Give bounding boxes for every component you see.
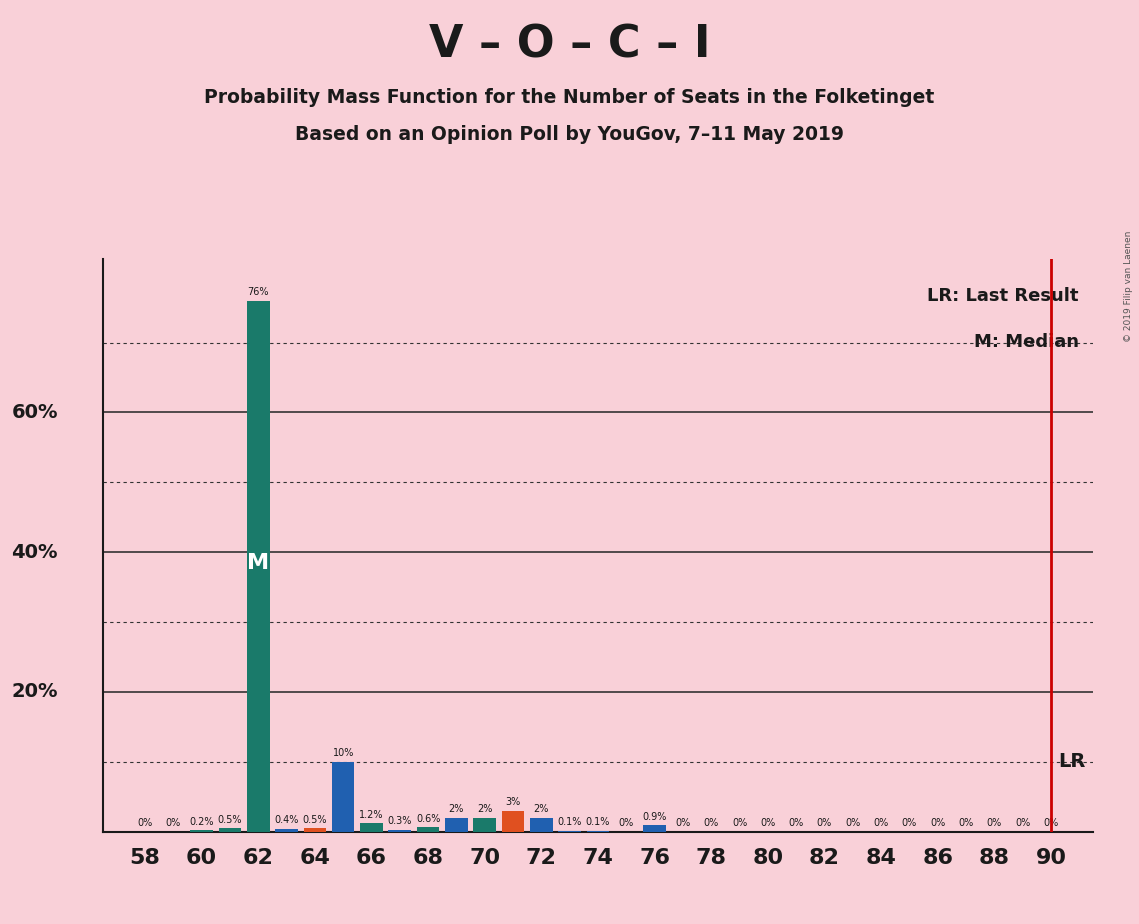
- Text: 0%: 0%: [958, 818, 974, 828]
- Text: 0.3%: 0.3%: [387, 816, 412, 826]
- Text: 0%: 0%: [732, 818, 747, 828]
- Text: 2%: 2%: [477, 804, 492, 814]
- Text: 0%: 0%: [704, 818, 719, 828]
- Bar: [331, 761, 354, 832]
- Bar: [474, 818, 497, 832]
- Text: 0%: 0%: [788, 818, 804, 828]
- Text: 0.6%: 0.6%: [416, 814, 441, 824]
- Text: 0%: 0%: [1043, 818, 1058, 828]
- Text: 40%: 40%: [11, 542, 58, 562]
- Text: M: M: [247, 553, 269, 573]
- Bar: [530, 818, 552, 832]
- Text: 0.5%: 0.5%: [303, 815, 327, 824]
- Bar: [276, 829, 298, 832]
- Text: V – O – C – I: V – O – C – I: [428, 23, 711, 67]
- Text: © 2019 Filip van Laenen: © 2019 Filip van Laenen: [1124, 231, 1133, 343]
- Text: 20%: 20%: [11, 682, 58, 701]
- Text: 0%: 0%: [931, 818, 945, 828]
- Text: 2%: 2%: [449, 804, 464, 814]
- Text: 0%: 0%: [618, 818, 634, 828]
- Text: 0%: 0%: [1015, 818, 1031, 828]
- Text: Probability Mass Function for the Number of Seats in the Folketinget: Probability Mass Function for the Number…: [204, 88, 935, 107]
- Text: M: Median: M: Median: [974, 334, 1079, 351]
- Text: LR: LR: [1058, 752, 1085, 772]
- Text: 0.5%: 0.5%: [218, 815, 243, 824]
- Text: 60%: 60%: [11, 403, 58, 422]
- Text: 76%: 76%: [247, 287, 269, 298]
- Text: 0.9%: 0.9%: [642, 812, 666, 821]
- Text: LR: Last Result: LR: Last Result: [927, 287, 1079, 305]
- Bar: [219, 828, 241, 832]
- Text: 2%: 2%: [534, 804, 549, 814]
- Text: 0%: 0%: [165, 818, 181, 828]
- Text: Based on an Opinion Poll by YouGov, 7–11 May 2019: Based on an Opinion Poll by YouGov, 7–11…: [295, 125, 844, 144]
- Bar: [247, 300, 270, 832]
- Text: 0%: 0%: [138, 818, 153, 828]
- Text: 0%: 0%: [986, 818, 1002, 828]
- Bar: [417, 827, 440, 832]
- Text: 0.1%: 0.1%: [585, 818, 611, 827]
- Bar: [303, 828, 326, 832]
- Bar: [360, 823, 383, 832]
- Text: 0%: 0%: [675, 818, 690, 828]
- Text: 0.4%: 0.4%: [274, 815, 298, 825]
- Text: 0%: 0%: [817, 818, 833, 828]
- Text: 3%: 3%: [506, 797, 521, 808]
- Text: 0.2%: 0.2%: [189, 817, 214, 827]
- Text: 10%: 10%: [333, 748, 354, 759]
- Text: 0%: 0%: [874, 818, 888, 828]
- Bar: [501, 810, 524, 832]
- Text: 0%: 0%: [845, 818, 860, 828]
- Text: 0%: 0%: [902, 818, 917, 828]
- Bar: [644, 825, 666, 832]
- Bar: [445, 818, 468, 832]
- Text: 0%: 0%: [760, 818, 776, 828]
- Text: 1.2%: 1.2%: [359, 809, 384, 820]
- Bar: [388, 830, 411, 832]
- Text: 0.1%: 0.1%: [557, 818, 582, 827]
- Bar: [190, 830, 213, 832]
